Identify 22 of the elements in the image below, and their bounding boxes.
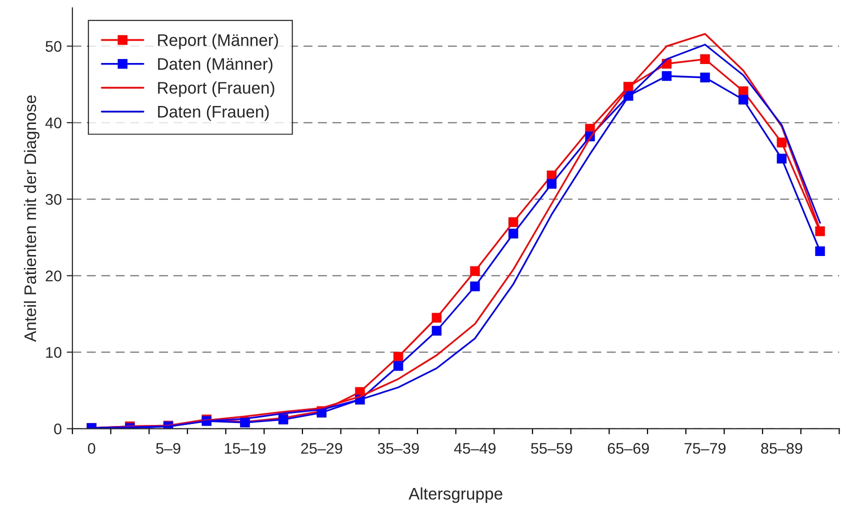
x-tick-label: 45–49: [454, 442, 496, 454]
y-tick-label: 50: [46, 41, 62, 52]
legend-label: Report (Männer): [158, 34, 278, 50]
x-axis-title: Altersgruppe: [408, 487, 502, 503]
y-tick-label: 0: [54, 424, 62, 434]
x-tick-label: 85–89: [761, 442, 802, 454]
x-tick-label: 5–9: [156, 442, 180, 454]
x-tick-label: 65–69: [608, 442, 649, 454]
x-tick-label: 75–79: [684, 442, 726, 454]
y-tick-label: 40: [45, 118, 62, 128]
x-tick-label: 55–59: [531, 442, 572, 454]
x-tick-label: 25–29: [301, 442, 342, 454]
y-tick-label: 20: [46, 270, 62, 282]
legend-label: Daten (Frauen): [158, 105, 269, 121]
y-tick-label: 10: [46, 347, 62, 358]
y-tick-label: 30: [46, 194, 62, 205]
x-tick-label: 0: [88, 442, 96, 454]
y-axis-title: Anteil Patienten mit der Diagnose: [24, 95, 40, 342]
x-tick-label: 35–39: [378, 442, 419, 454]
x-tick-label: 15–19: [224, 442, 266, 454]
legend-label: Daten (Männer): [158, 58, 272, 74]
legend-label: Report (Frauen): [158, 82, 274, 98]
